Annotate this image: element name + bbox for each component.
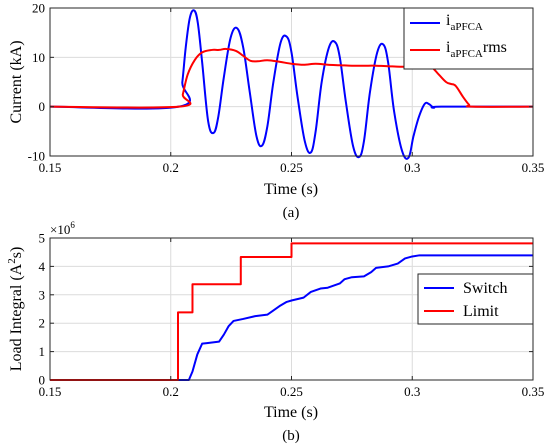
chart-b: 0.15 0.2 0.25 0.3 0.35 0 1 2 3 4 5 ×106 Time (s) (… [6,220,544,444]
legend-b: Switch Limit [417,273,534,325]
x-tick-label: 0.25 [280,160,303,175]
x-tick-label: 0.2 [163,384,179,399]
legend-label-switch: Switch [463,280,507,297]
x-tick-label: 0.3 [404,160,420,175]
ticks-b: 0.15 0.2 0.25 0.3 0.35 0 1 2 3 4 5 [39,231,545,400]
series-group-b [50,242,533,381]
x-tick-label: 0.2 [163,160,179,175]
x-axis-label-b: Time (s) [264,404,318,421]
legend-a: iaPFCA iaPFCArms [403,7,534,70]
x-tick-label: 0.25 [280,384,303,399]
y-tick-label: -10 [28,149,45,164]
x-tick-label: 0.35 [522,160,545,175]
x-axis-label-a: Time (s) [264,181,318,198]
caption-b: (b) [282,428,300,444]
y-tick-label: 0 [39,99,46,114]
legend-box-a [403,7,534,70]
series-line-a-0 [49,9,534,160]
x-tick-label: 0.35 [522,384,545,399]
y-tick-label: 5 [39,231,46,246]
y-tick-label: 10 [32,50,45,65]
legend-label-limit: Limit [463,303,499,320]
series-line-b-0 [50,254,533,381]
y-tick-label: 0 [39,373,46,388]
series-group-a [49,9,534,160]
y-tick-label: 4 [39,259,46,274]
y-axis-label-b: Load Integral (A2s) [6,247,25,372]
y-tick-label: 3 [39,287,46,302]
caption-a: (a) [283,205,300,221]
y-tick-label: 1 [39,344,46,359]
x-tick-label: 0.15 [39,384,62,399]
legend-label-ia: iaPFCA [446,12,483,33]
y-tick-label: 2 [39,316,46,331]
legend-box-b [417,273,534,325]
series-line-b-1 [50,242,533,381]
x-tick-label: 0.3 [404,384,420,399]
x-tick-label: 0.15 [39,160,62,175]
series-line-a-1 [49,47,534,109]
legend-label-ia-rms: iaPFCArms [446,39,507,60]
ticks-a: 0.15 0.2 0.25 0.3 0.35 -10 0 10 20 [28,1,545,176]
y-tick-label: 20 [32,1,45,16]
y-axis-label-a: Current (kA) [8,40,25,123]
y-multiplier-b: ×106 [50,220,75,237]
